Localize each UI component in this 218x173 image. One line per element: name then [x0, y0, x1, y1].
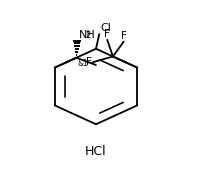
Text: F: F: [86, 57, 91, 67]
Text: F: F: [104, 29, 110, 39]
Text: NH: NH: [79, 30, 96, 40]
Text: F: F: [121, 31, 127, 41]
Text: HCl: HCl: [85, 145, 107, 158]
Text: &1: &1: [77, 59, 88, 68]
Text: 2: 2: [85, 31, 90, 40]
Text: Cl: Cl: [100, 24, 111, 33]
